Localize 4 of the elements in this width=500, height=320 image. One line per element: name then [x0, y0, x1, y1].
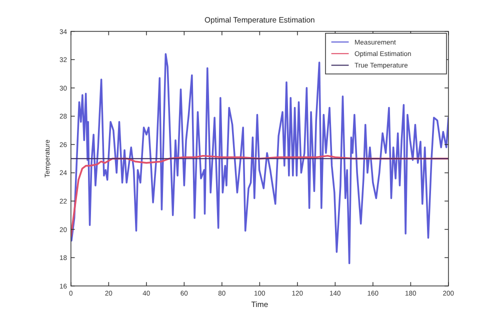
x-axis-title: Time [251, 300, 268, 310]
chart-title: Optimal Temperature Estimation [204, 16, 315, 25]
line-series [70, 154, 448, 238]
line-series [70, 53, 448, 264]
